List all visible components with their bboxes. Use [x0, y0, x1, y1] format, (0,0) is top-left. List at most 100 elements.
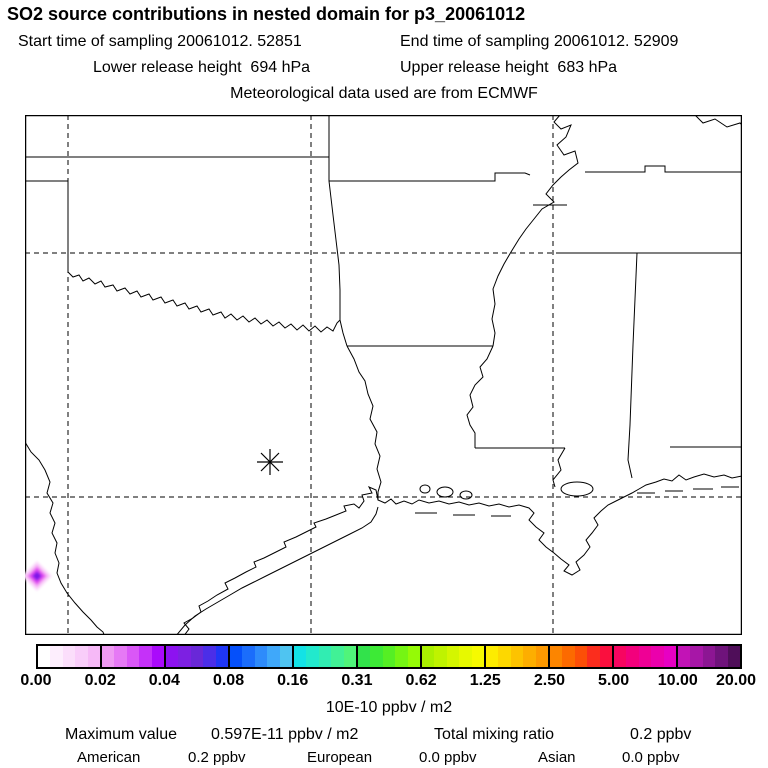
colorbar-cell	[215, 646, 229, 667]
sampling-start-label: Start time of sampling 20061012. 52851	[18, 33, 302, 50]
colorbar-cell	[254, 646, 268, 667]
colorbar-cell	[75, 646, 88, 667]
colorbar-cell	[279, 646, 293, 667]
map-panel	[25, 115, 742, 635]
upper-release-label: Upper release height 683 hPa	[400, 59, 618, 76]
sampling-end-label: End time of sampling 20061012. 52909	[400, 33, 679, 50]
colorbar-cell	[471, 646, 485, 667]
colorbar-cell	[562, 646, 575, 667]
region-asian-label: Asian	[538, 749, 576, 766]
plume-cell-marker	[25, 561, 52, 591]
colorbar-cell	[422, 646, 435, 667]
colorbar-cell	[370, 646, 383, 667]
colorbar-labels: 0.00 0.02 0.04 0.08 0.16 0.31 0.62 1.25 2.50 5.00…	[0, 672, 768, 692]
colorbar-cell	[459, 646, 472, 667]
colorbar-tick-label: 0.31	[341, 672, 373, 689]
colorbar-tick-label: 20.00	[715, 672, 757, 689]
colorbar-cell	[190, 646, 204, 667]
colorbar-segment	[612, 646, 677, 667]
colorbar-cell	[38, 646, 51, 667]
lake-pontchartrain	[560, 481, 594, 497]
colorbar-cell	[267, 646, 280, 667]
colorbar-cell	[638, 646, 652, 667]
colorbar-tick-label: 5.00	[598, 672, 630, 689]
region-american-label: American	[77, 749, 141, 766]
colorbar-segment	[164, 646, 229, 667]
colorbar-cell	[87, 646, 101, 667]
colorbar-segment	[356, 646, 421, 667]
colorbar-tick-label: 0.62	[405, 672, 437, 689]
region-asian-value: 0.0 ppbv	[622, 749, 680, 766]
colorbar-tick-label: 0.16	[277, 672, 309, 689]
colorbar-cell	[166, 646, 179, 667]
colorbar-tick-label: 0.00	[20, 672, 52, 689]
colorbar-cell	[62, 646, 76, 667]
colorbar-segment	[548, 646, 613, 667]
colorbar-cell	[139, 646, 152, 667]
colorbar-tick-label: 0.02	[84, 672, 116, 689]
colorbar-cell	[535, 646, 549, 667]
colorbar	[36, 644, 742, 669]
colorbar-tick-label: 0.04	[148, 672, 180, 689]
colorbar-segment	[38, 646, 101, 667]
colorbar-tick-label: 0.08	[212, 672, 245, 689]
colorbar-cell	[486, 646, 499, 667]
colorbar-cell	[599, 646, 613, 667]
region-european-value: 0.0 ppbv	[419, 749, 477, 766]
colorbar-cell	[102, 646, 115, 667]
colorbar-tick-label: 2.50	[533, 672, 566, 689]
release-point-asterisk	[257, 449, 283, 475]
maximum-value-label: Maximum value	[65, 726, 178, 743]
total-mixing-ratio-value: 0.2 ppbv	[630, 726, 692, 743]
colorbar-cell	[151, 646, 165, 667]
colorbar-cell	[114, 646, 127, 667]
colorbar-segment	[228, 646, 293, 667]
colorbar-cell	[690, 646, 703, 667]
colorbar-cell	[587, 646, 600, 667]
colorbar-cell	[178, 646, 191, 667]
colorbar-cell	[727, 646, 741, 667]
region-european-label: European	[307, 749, 373, 766]
colorbar-cell	[523, 646, 536, 667]
colorbar-cell	[434, 646, 447, 667]
colorbar-cell	[702, 646, 716, 667]
colorbar-cell	[395, 646, 408, 667]
colorbar-cell	[230, 646, 243, 667]
state-borders	[25, 115, 742, 500]
colorbar-segment	[100, 646, 165, 667]
colorbar-cell	[510, 646, 524, 667]
colorbar-cell	[50, 646, 63, 667]
colorbar-cell	[626, 646, 639, 667]
colorbar-units-label: 10E-10 ppbv / m2	[325, 699, 453, 716]
colorbar-cell	[574, 646, 588, 667]
map-frame	[25, 115, 742, 635]
colorbar-cell	[678, 646, 691, 667]
barrier-islands	[176, 506, 379, 635]
colorbar-segment	[676, 646, 741, 667]
coastline	[25, 441, 742, 635]
maximum-value: 0.597E-11 ppbv / m2	[211, 726, 359, 743]
colorbar-segment	[292, 646, 357, 667]
colorbar-segment	[484, 646, 549, 667]
colorbar-cell	[203, 646, 216, 667]
colorbar-cell	[614, 646, 627, 667]
total-mixing-ratio-label: Total mixing ratio	[434, 726, 555, 743]
colorbar-cell	[382, 646, 396, 667]
colorbar-cell	[715, 646, 728, 667]
colorbar-cell	[498, 646, 511, 667]
colorbar-cell	[663, 646, 677, 667]
colorbar-tick-label: 10.00	[657, 672, 698, 689]
colorbar-cell	[126, 646, 140, 667]
colorbar-cell	[343, 646, 357, 667]
colorbar-cell	[358, 646, 371, 667]
region-american-value: 0.2 ppbv	[188, 749, 246, 766]
colorbar-cell	[318, 646, 332, 667]
colorbar-segment	[420, 646, 485, 667]
colorbar-cell	[446, 646, 460, 667]
colorbar-cell	[331, 646, 344, 667]
colorbar-cell	[306, 646, 319, 667]
lower-release-label: Lower release height 694 hPa	[93, 59, 311, 76]
colorbar-cell	[407, 646, 421, 667]
colorbar-tick-label: 1.25	[469, 672, 501, 689]
